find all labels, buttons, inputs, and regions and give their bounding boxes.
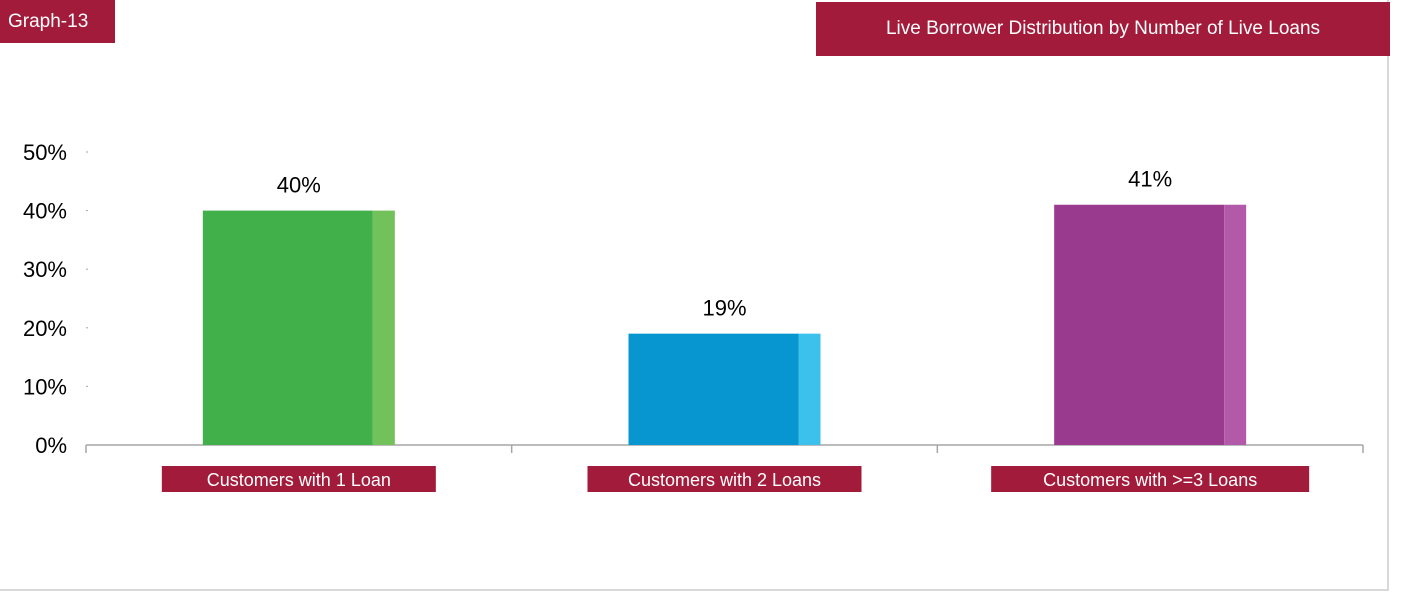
y-tick-label: 40% xyxy=(23,199,67,224)
bar-highlight xyxy=(1224,204,1247,445)
y-tick-label: 0% xyxy=(35,433,67,458)
category-label-band xyxy=(991,466,1310,492)
y-tick-label: 20% xyxy=(23,316,67,341)
category-label-band xyxy=(161,466,436,492)
bar-highlight xyxy=(372,210,395,445)
data-label: 19% xyxy=(702,296,746,321)
y-tick-label: 10% xyxy=(23,374,67,399)
graph-number-label: Graph-13 xyxy=(0,0,115,43)
category-label-band xyxy=(587,466,862,492)
y-tick-label: 50% xyxy=(23,140,67,165)
data-label: 41% xyxy=(1128,167,1172,192)
bar xyxy=(202,210,373,445)
category-label: Customers with 1 Loan xyxy=(207,470,391,490)
bar-highlight xyxy=(798,333,821,445)
data-label: 40% xyxy=(277,173,321,198)
chart-title: Live Borrower Distribution by Number of … xyxy=(816,2,1390,56)
category-label: Customers with >=3 Loans xyxy=(1043,470,1257,490)
y-tick-label: 30% xyxy=(23,257,67,282)
category-label: Customers with 2 Loans xyxy=(628,470,821,490)
bar xyxy=(1054,204,1225,445)
bar xyxy=(628,333,799,445)
